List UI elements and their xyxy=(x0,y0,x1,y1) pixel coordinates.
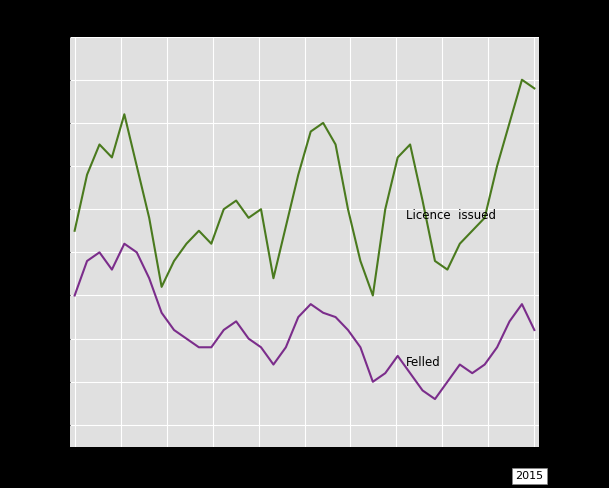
Text: 2015: 2015 xyxy=(516,471,544,481)
Text: Licence  issued: Licence issued xyxy=(406,209,496,222)
Text: Felled: Felled xyxy=(406,356,440,369)
